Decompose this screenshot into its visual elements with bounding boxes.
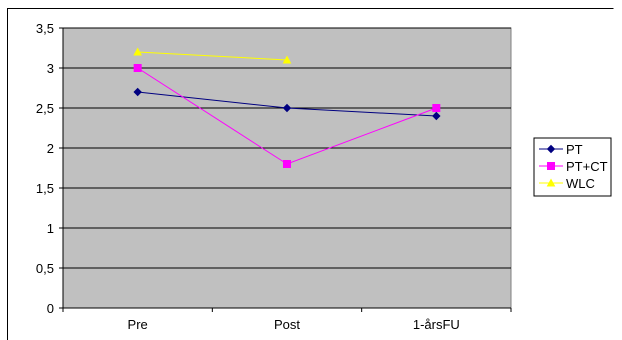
legend-marker-wlc [546, 178, 556, 187]
y-tick-label: 3 [47, 61, 54, 76]
series-line-wlc [137, 51, 288, 61]
data-point-pt [133, 87, 142, 97]
x-tick-label: 1-årsFU [413, 317, 460, 332]
y-tick-label: 3,5 [36, 21, 54, 36]
data-point-pt [432, 111, 441, 121]
data-point-wlc [133, 47, 143, 56]
y-tick-label: 2 [47, 141, 54, 156]
x-tick-label: Post [274, 317, 300, 332]
series-wlc [133, 47, 292, 64]
legend-label-pt: PT [566, 142, 583, 157]
series-pt-ct [133, 64, 441, 168]
data-point-pt [282, 103, 292, 113]
data-point-pt-ct [133, 64, 142, 72]
data-point-pt-ct [432, 104, 441, 112]
legend-label-pt-ct: PT+CT [566, 159, 608, 174]
x-tick-label: Pre [128, 317, 148, 332]
y-tick-label: 0 [47, 301, 54, 316]
legend-marker-pt-ct [547, 162, 555, 170]
y-tick-label: 0,5 [36, 261, 54, 276]
y-tick-label: 1 [47, 221, 54, 236]
chart-border [7, 8, 614, 340]
y-tick-label: 2,5 [36, 101, 54, 116]
data-point-wlc [282, 55, 292, 64]
legend-label-wlc: WLC [566, 176, 595, 191]
data-point-pt-ct [283, 160, 291, 168]
legend-marker-pt [546, 144, 556, 154]
y-tick-label: 1,5 [36, 181, 54, 196]
series-pt [133, 87, 441, 121]
